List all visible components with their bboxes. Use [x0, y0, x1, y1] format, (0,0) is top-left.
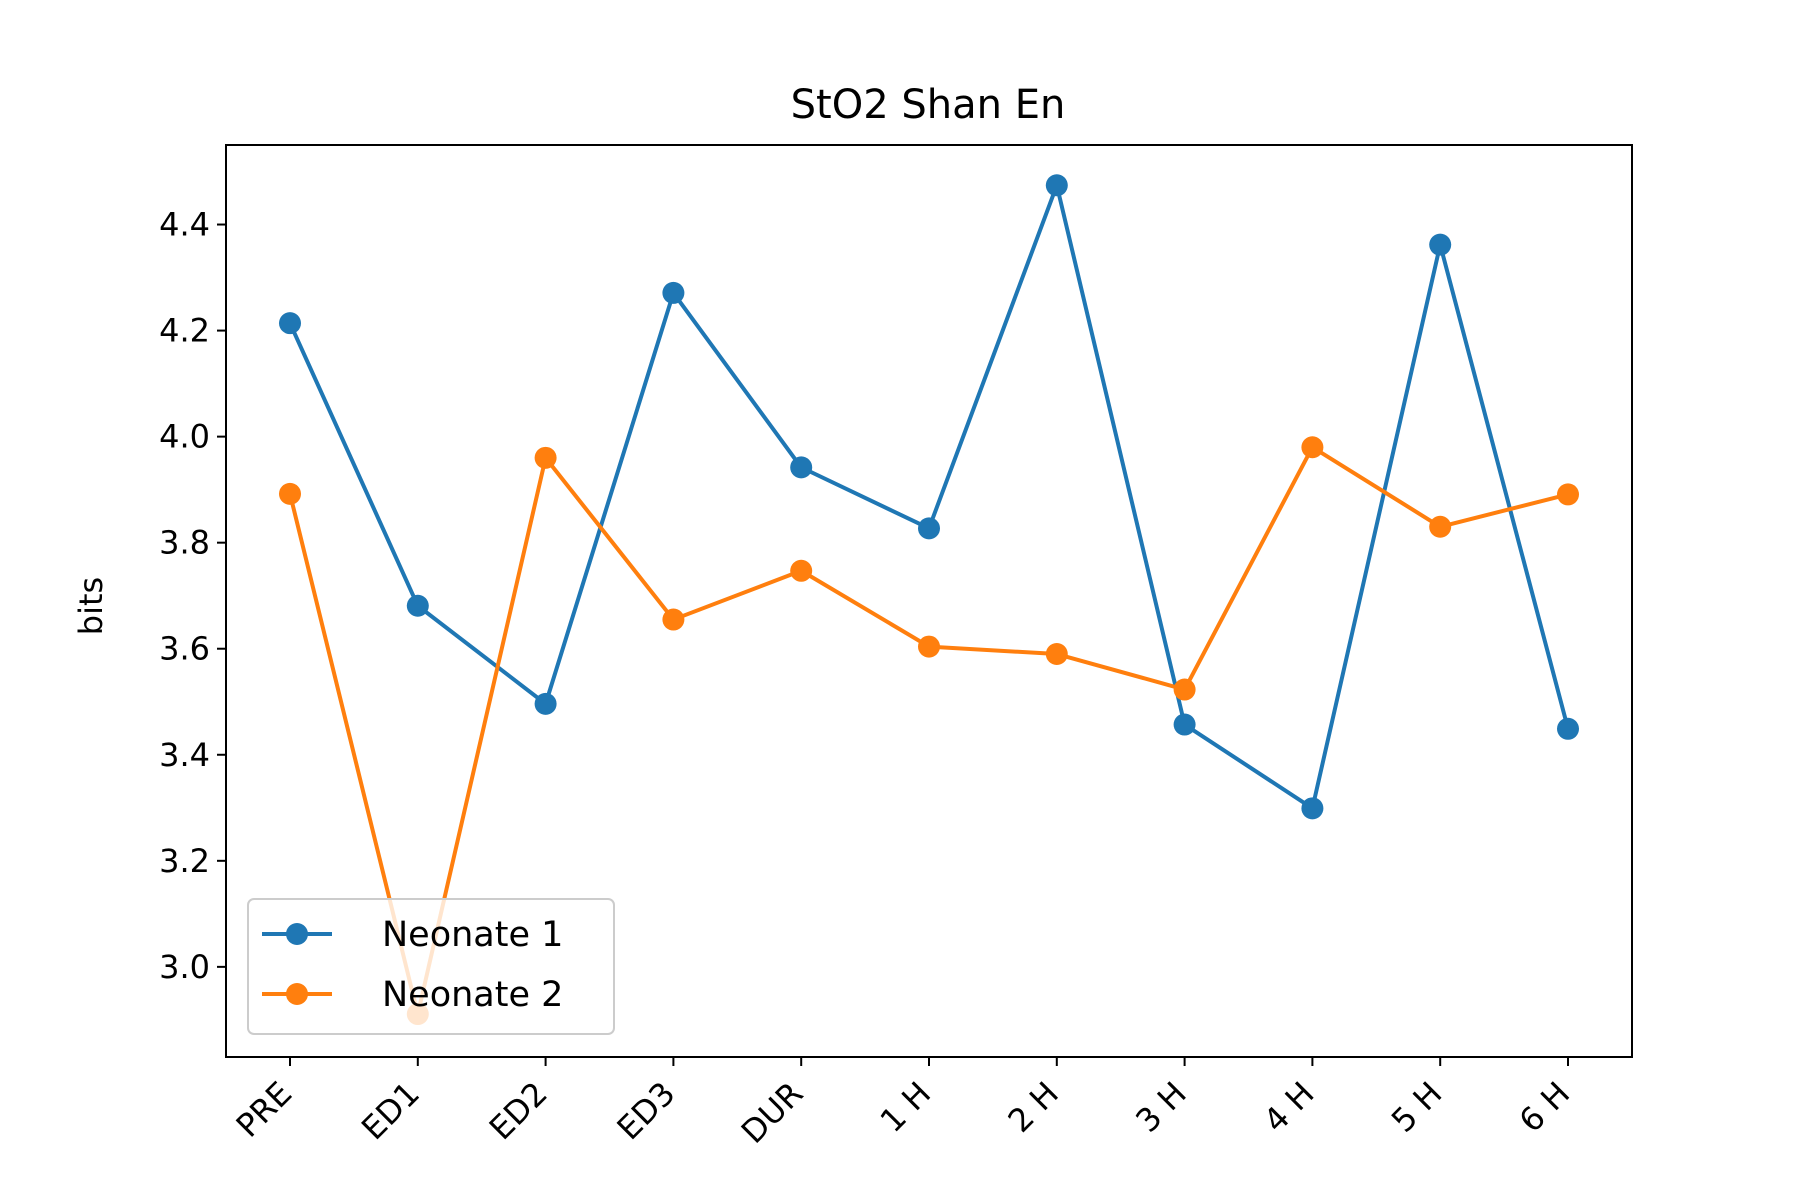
data-point: [406, 594, 429, 617]
data-point: [279, 312, 301, 335]
x-tick-label: ED2: [482, 1074, 555, 1147]
x-tick-label: 6 H: [1512, 1074, 1577, 1139]
legend-item: Neonate 1: [262, 915, 563, 955]
x-tick-label: ED3: [610, 1074, 683, 1147]
data-point: [1045, 643, 1068, 666]
data-point: [1045, 174, 1068, 197]
series-1: [279, 174, 1579, 820]
x-tick-label: 2 H: [1000, 1074, 1065, 1139]
data-point: [1557, 483, 1579, 506]
y-tick-label: 4.4: [159, 206, 210, 244]
x-tick-label: 5 H: [1384, 1074, 1449, 1139]
legend: Neonate 1 Neonate 2: [247, 898, 615, 1035]
legend-marker: [286, 923, 308, 945]
y-tick-label: 4.0: [159, 418, 210, 456]
legend-frame: [247, 898, 615, 1035]
data-point: [1429, 233, 1452, 256]
y-axis-label: bits: [72, 577, 110, 635]
y-tick-label: 4.2: [159, 312, 210, 350]
y-tick-label: 3.6: [159, 630, 210, 668]
series-line: [288, 183, 1570, 811]
data-point: [1173, 713, 1196, 736]
data-point: [1301, 436, 1324, 459]
data-point: [790, 559, 813, 582]
data-point: [918, 517, 940, 540]
data-point: [1429, 515, 1452, 538]
data-point: [918, 635, 940, 658]
data-point: [1301, 797, 1324, 820]
y-tick-label: 3.2: [159, 842, 210, 880]
x-tick-label: 1 H: [873, 1074, 938, 1139]
legend-item: Neonate 2: [262, 975, 563, 1015]
x-tick-label: DUR: [734, 1074, 811, 1151]
x-tick-label: ED1: [354, 1074, 427, 1147]
legend-label: Neonate 2: [382, 975, 563, 1015]
x-tick-label: 3 H: [1128, 1074, 1193, 1139]
data-point: [534, 692, 557, 715]
y-tick-label: 3.4: [159, 736, 210, 774]
x-tick-label: PRE: [229, 1074, 300, 1145]
data-point: [790, 456, 813, 479]
y-tick-label: 3.8: [159, 524, 210, 562]
x-tick-label: 4 H: [1256, 1074, 1321, 1139]
legend-label: Neonate 1: [382, 915, 563, 955]
data-point: [534, 446, 557, 469]
y-tick-label: 3.0: [159, 948, 210, 986]
chart-title: StO2 Shan En: [791, 82, 1066, 128]
data-point: [1557, 717, 1579, 740]
data-point: [662, 608, 685, 631]
data-point: [1173, 678, 1196, 701]
legend-marker: [286, 983, 308, 1005]
data-point: [279, 482, 301, 505]
data-point: [662, 281, 685, 304]
